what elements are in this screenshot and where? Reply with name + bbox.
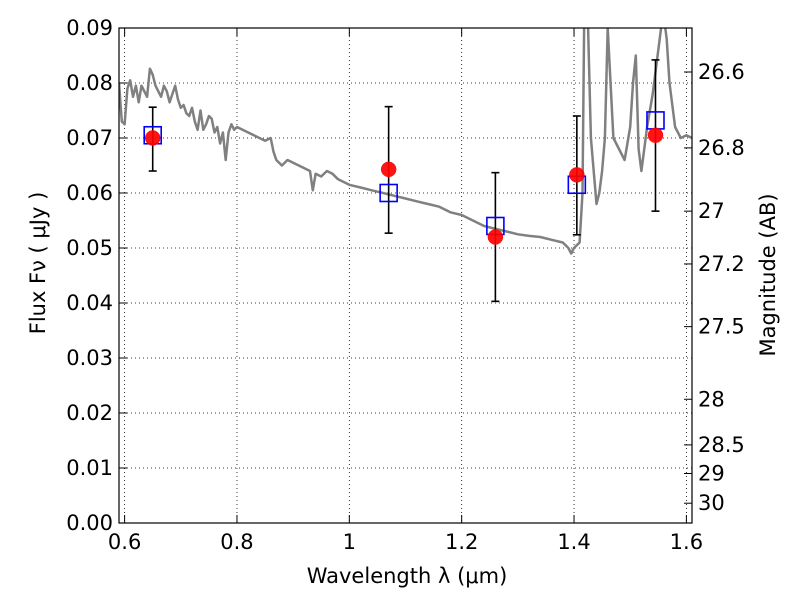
plot-frame [118, 27, 693, 524]
y-tick-label: 0.07 [66, 126, 113, 150]
right-tick-label: 27.2 [698, 252, 745, 276]
model-spectrum [119, 28, 692, 255]
right-tick-label: 26.6 [698, 60, 745, 84]
y-tick-label: 0.09 [66, 16, 113, 40]
square-marker [379, 183, 398, 203]
right-tick-label: 27 [698, 199, 725, 223]
y-tick-label: 0.05 [66, 236, 113, 260]
right-tick-label: 26.8 [698, 136, 745, 160]
y-tick-label: 0.00 [66, 511, 113, 535]
y-tick-label: 0.02 [66, 401, 113, 425]
spectrum-line [119, 28, 692, 255]
x-tick-label: 1.4 [557, 530, 590, 554]
circle-marker [487, 229, 504, 245]
x-axis-label: Wavelength λ (μm) [307, 564, 508, 588]
y-tick-label: 0.01 [66, 456, 113, 480]
right-tick-label: 29 [698, 462, 725, 486]
filled-circle-points [144, 127, 664, 245]
axis-ticks [119, 27, 692, 524]
y-tick-label: 0.08 [66, 71, 113, 95]
x-tick-label: 0.8 [220, 530, 253, 554]
right-tick-label: 30 [698, 491, 725, 515]
tick-labels: 0.6 0.8 1 1.2 1.4 1.6 0.00 0.01 0.02 0.03 0.04 0.05… [66, 16, 745, 554]
x-tick-label: 1.2 [445, 530, 478, 554]
grid [119, 27, 692, 524]
x-tick-label: 0.6 [108, 530, 141, 554]
open-square-points [143, 111, 665, 236]
x-tick-label: 1.6 [670, 530, 703, 554]
y-axis-label: Flux Fν ( μJy ) [26, 192, 50, 335]
y-tick-label: 0.04 [66, 291, 113, 315]
circle-marker [647, 127, 664, 143]
right-tick-label: 28.5 [698, 433, 745, 457]
right-tick-label: 27.5 [698, 315, 745, 339]
y-tick-label: 0.03 [66, 346, 113, 370]
right-tick-label: 28 [698, 387, 725, 411]
circle-marker [380, 161, 397, 178]
circle-marker [144, 130, 161, 146]
x-tick-label: 1 [343, 530, 356, 554]
right-axis-label: Magnitude (AB) [756, 193, 780, 356]
circle-marker [569, 167, 585, 183]
y-tick-label: 0.06 [66, 181, 113, 205]
